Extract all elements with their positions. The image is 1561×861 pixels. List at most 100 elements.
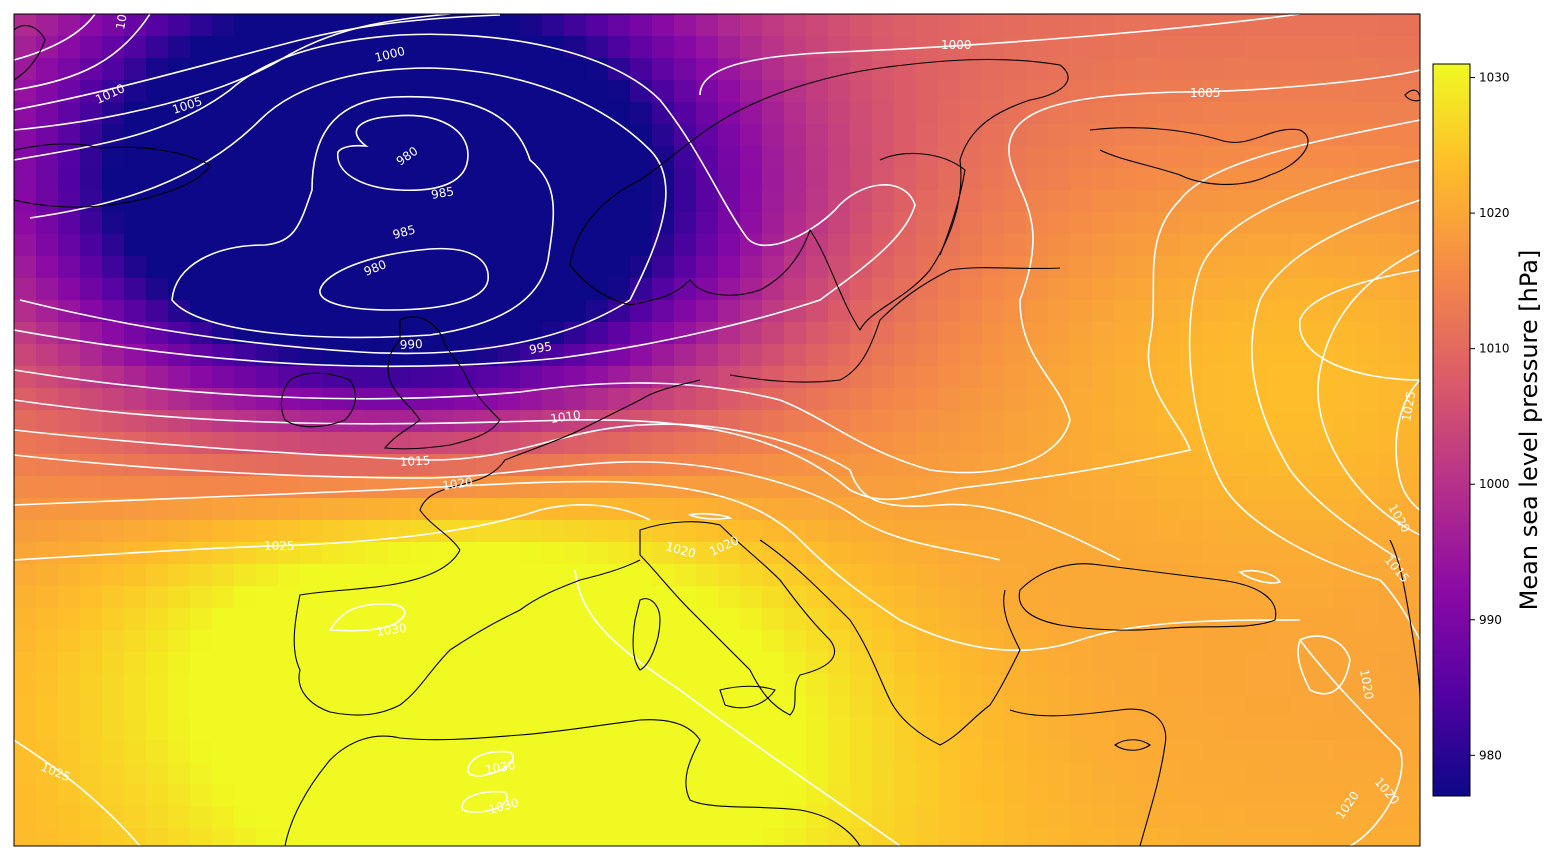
field-cell: [212, 674, 235, 697]
field-cell: [344, 564, 367, 587]
field-cell: [1290, 718, 1313, 741]
field-cell: [608, 586, 631, 609]
field-cell: [102, 102, 125, 125]
field-cell: [322, 212, 345, 235]
field-cell: [58, 608, 81, 631]
field-cell: [916, 300, 939, 323]
field-cell: [806, 674, 829, 697]
field-cell: [872, 146, 895, 169]
field-cell: [344, 806, 367, 829]
field-cell: [806, 344, 829, 367]
field-cell: [36, 102, 59, 125]
field-cell: [916, 696, 939, 719]
field-cell: [608, 432, 631, 455]
field-cell: [520, 36, 543, 59]
field-cell: [432, 80, 455, 103]
field-cell: [784, 190, 807, 213]
field-cell: [1290, 344, 1313, 367]
field-cell: [696, 322, 719, 345]
field-cell: [608, 146, 631, 169]
field-cell: [1202, 652, 1225, 675]
field-cell: [696, 14, 719, 37]
field-cell: [520, 14, 543, 37]
field-cell: [124, 234, 147, 257]
field-cell: [1334, 278, 1357, 301]
field-cell: [696, 58, 719, 81]
field-cell: [256, 740, 279, 763]
field-cell: [1048, 564, 1071, 587]
field-cell: [432, 718, 455, 741]
field-cell: [674, 322, 697, 345]
field-cell: [1180, 542, 1203, 565]
field-cell: [1312, 564, 1335, 587]
field-cell: [1004, 344, 1027, 367]
field-cell: [828, 322, 851, 345]
field-cell: [938, 168, 961, 191]
field-cell: [476, 234, 499, 257]
field-cell: [520, 212, 543, 235]
field-cell: [14, 58, 37, 81]
field-cell: [828, 102, 851, 125]
field-cell: [80, 146, 103, 169]
field-cell: [80, 586, 103, 609]
field-cell: [1246, 410, 1269, 433]
field-cell: [828, 608, 851, 631]
field-cell: [1290, 366, 1313, 389]
field-cell: [696, 278, 719, 301]
field-cell: [894, 146, 917, 169]
field-cell: [674, 608, 697, 631]
field-cell: [146, 696, 169, 719]
field-cell: [212, 190, 235, 213]
field-cell: [58, 410, 81, 433]
field-cell: [58, 36, 81, 59]
field-cell: [1312, 498, 1335, 521]
field-cell: [960, 212, 983, 235]
field-cell: [454, 828, 477, 846]
field-cell: [938, 674, 961, 697]
field-cell: [36, 498, 59, 521]
field-cell: [982, 212, 1005, 235]
field-cell: [498, 80, 521, 103]
field-cell: [14, 740, 37, 763]
field-cell: [1048, 58, 1071, 81]
field-cell: [696, 388, 719, 411]
field-cell: [234, 278, 257, 301]
field-cell: [1026, 388, 1049, 411]
field-cell: [542, 476, 565, 499]
field-cell: [454, 102, 477, 125]
field-cell: [1114, 828, 1137, 846]
field-cell: [1158, 696, 1181, 719]
field-cell: [124, 146, 147, 169]
field-cell: [1246, 586, 1269, 609]
field-cell: [1180, 256, 1203, 279]
field-cell: [1092, 102, 1115, 125]
field-cell: [1026, 806, 1049, 829]
field-cell: [278, 80, 301, 103]
field-cell: [674, 498, 697, 521]
field-cell: [740, 410, 763, 433]
field-cell: [300, 630, 323, 653]
field-cell: [168, 762, 191, 785]
field-cell: [1400, 124, 1420, 147]
field-cell: [1268, 410, 1291, 433]
field-cell: [1048, 256, 1071, 279]
field-cell: [102, 718, 125, 741]
field-cell: [1378, 190, 1401, 213]
field-cell: [1070, 36, 1093, 59]
field-cell: [498, 476, 521, 499]
field-cell: [982, 322, 1005, 345]
field-cell: [256, 146, 279, 169]
field-cell: [850, 366, 873, 389]
field-cell: [1290, 652, 1313, 675]
field-cell: [388, 740, 411, 763]
field-cell: [1378, 432, 1401, 455]
field-cell: [344, 696, 367, 719]
field-cell: [960, 520, 983, 543]
field-cell: [1070, 366, 1093, 389]
field-cell: [146, 146, 169, 169]
field-cell: [1224, 542, 1247, 565]
field-cell: [586, 476, 609, 499]
field-cell: [432, 454, 455, 477]
field-cell: [476, 124, 499, 147]
field-cell: [1290, 14, 1313, 37]
